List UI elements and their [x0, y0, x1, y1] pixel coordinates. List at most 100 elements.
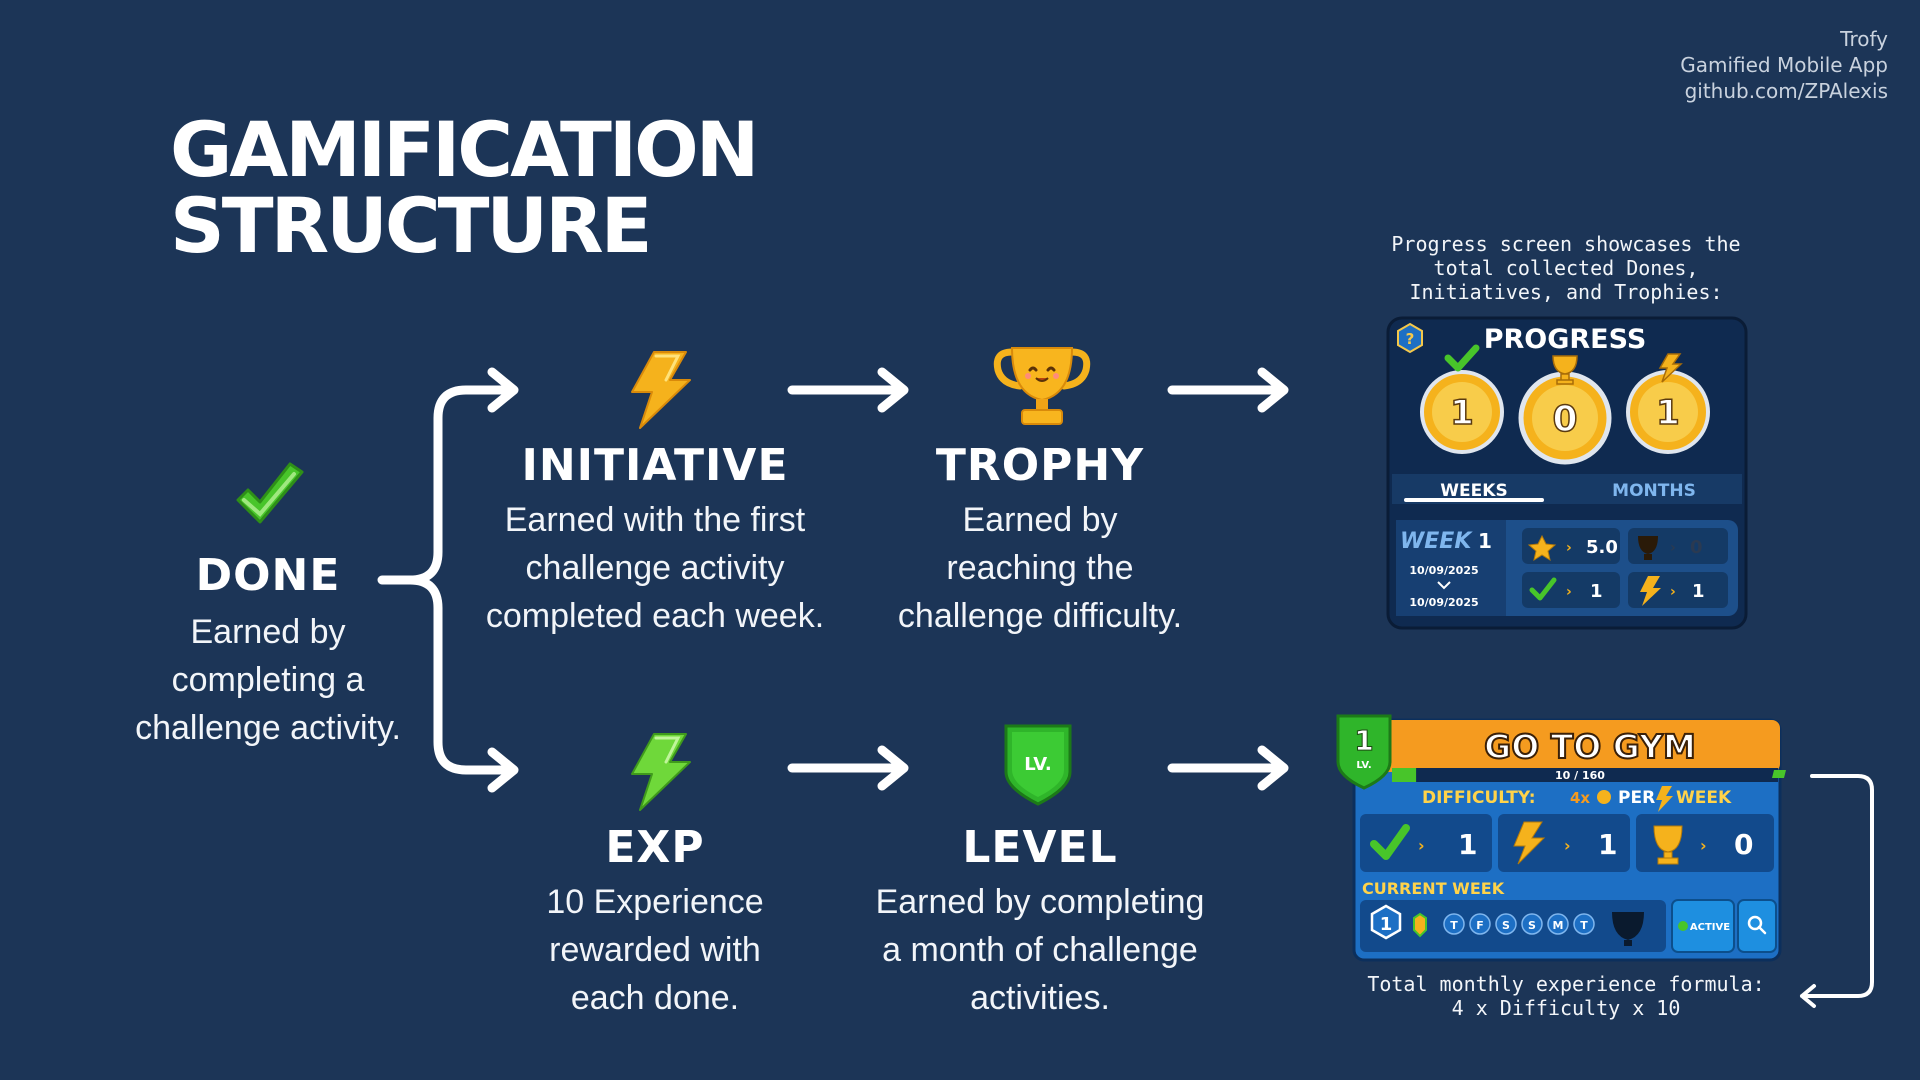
done-title: DONE	[195, 550, 341, 601]
difficulty-coin-icon	[1597, 790, 1611, 804]
arrow-initiative-trophy	[787, 367, 909, 413]
per-week-label: WEEK	[1676, 788, 1732, 808]
challenge-title: GO TO GYM	[1484, 727, 1696, 766]
search-button[interactable]	[1737, 899, 1777, 953]
arrow-trophy-progress	[1167, 367, 1289, 413]
svg-text:0: 0	[1552, 399, 1577, 440]
stat-trophy-value: 0	[1690, 537, 1703, 558]
stat-stars-value: 5.0	[1586, 537, 1618, 558]
progress-card: ? PROGRESS 1 0 1 WEEKS MONTHS WEEK 1 10/…	[1386, 316, 1748, 630]
page-title: GAMIFICATION STRUCTURE	[170, 112, 759, 270]
stat-done-value: 1	[1590, 581, 1603, 602]
week-label: WEEK	[1400, 529, 1473, 554]
svg-text:?: ?	[1406, 330, 1415, 348]
active-button[interactable]	[1671, 899, 1735, 953]
week-date-from: 10/09/2025	[1409, 564, 1478, 577]
challenge-progress-fill	[1392, 768, 1417, 782]
week-day-dot: F	[1476, 919, 1484, 932]
tab-weeks[interactable]: WEEKS	[1440, 481, 1507, 501]
svg-text:›: ›	[1566, 584, 1572, 600]
branch-bracket-lower	[405, 575, 517, 775]
credit-block: Trofy Gamified Mobile App github.com/ZPA…	[1680, 26, 1888, 104]
week-day-dot: T	[1450, 919, 1458, 932]
svg-text:›: ›	[1670, 584, 1676, 600]
search-icon	[1747, 915, 1763, 931]
tab-months[interactable]: MONTHS	[1612, 481, 1696, 501]
per-label: PER	[1618, 788, 1655, 808]
per-week-bolt-icon	[1656, 786, 1673, 812]
stat-check-icon	[1529, 577, 1557, 601]
arrowhead-initiative	[487, 367, 519, 413]
progress-card-title: PROGRESS	[1484, 324, 1647, 355]
lightning-bolt-icon	[631, 351, 691, 429]
active-dot-icon	[1678, 921, 1688, 931]
credit-app-name: Trofy	[1840, 27, 1888, 51]
progress-note: Progress screen showcases the total coll…	[1391, 232, 1741, 304]
done-count-medal: 1	[1420, 344, 1504, 454]
date-range-chevron-icon	[1437, 581, 1451, 590]
challenge-level-number: 1	[1354, 724, 1373, 757]
challenge-level-shield-icon	[1336, 714, 1392, 790]
count-done-value: 1	[1458, 828, 1477, 861]
svg-text:›: ›	[1564, 836, 1571, 855]
medal-bolt-icon	[1658, 353, 1683, 383]
week-date-to: 10/09/2025	[1409, 596, 1478, 609]
checkmark-icon	[236, 462, 304, 524]
trophy-description: Earned by reaching the challenge difficu…	[897, 501, 1183, 635]
level-description: Earned by completing a month of challeng…	[875, 883, 1205, 1017]
stat-initiative-value: 1	[1692, 581, 1705, 602]
count-trophy-value: 0	[1734, 828, 1753, 861]
challenge-card[interactable]: GO TO GYM 10 / 160 1 LV. DIFFICULTY: 4x …	[1334, 712, 1788, 966]
stat-trophy-silhouette-icon	[1638, 536, 1658, 560]
count-done-check-icon	[1370, 824, 1410, 860]
formula-loop-arrow	[1800, 774, 1874, 1008]
weekly-trophy-silhouette-icon	[1612, 912, 1644, 946]
trophy-count-medal: 0	[1518, 355, 1612, 465]
svg-text:›: ›	[1418, 836, 1425, 855]
trophy-title: TROPHY	[935, 440, 1145, 491]
count-initiative-value: 1	[1598, 828, 1617, 861]
count-trophy-icon	[1653, 825, 1683, 865]
medal-check-icon	[1444, 344, 1480, 372]
week-day-dot: T	[1580, 919, 1588, 932]
level-badge-text: LV.	[1024, 754, 1051, 775]
svg-text:1: 1	[1450, 393, 1474, 433]
credit-link[interactable]: github.com/ZPAlexis	[1684, 79, 1888, 103]
exp-title: EXP	[605, 822, 705, 873]
formula-note: Total monthly experience formula: 4 x Di…	[1367, 972, 1765, 1020]
count-initiative-bolt-icon	[1513, 821, 1546, 865]
initiative-title: INITIATIVE	[521, 440, 789, 491]
svg-text:›: ›	[1700, 836, 1707, 855]
credit-subtitle: Gamified Mobile App	[1680, 53, 1888, 77]
current-week-hex-icon	[1370, 904, 1402, 940]
svg-text:›: ›	[1566, 540, 1572, 556]
initiative-description: Earned with the first challenge activity…	[485, 501, 825, 635]
week-day-dot: S	[1528, 919, 1536, 932]
current-week-medal-icon	[1413, 912, 1427, 938]
active-label: ACTIVE	[1690, 922, 1730, 933]
arrow-exp-level	[787, 745, 909, 791]
arrow-level-gym	[1167, 745, 1289, 791]
title-line-2: STRUCTURE	[170, 181, 653, 270]
level-title: LEVEL	[962, 822, 1118, 873]
arrowhead-exp	[487, 747, 519, 793]
exp-lightning-icon	[631, 733, 691, 811]
help-icon[interactable]	[1397, 322, 1423, 354]
stat-bolt-icon	[1640, 576, 1661, 606]
challenge-level-label: LV.	[1356, 760, 1371, 771]
done-description: Earned by completing a challenge activit…	[135, 613, 401, 747]
tab-weeks-underline	[1404, 498, 1544, 502]
trophy-icon	[993, 347, 1091, 425]
difficulty-label: DIFFICULTY:	[1422, 788, 1536, 808]
week-day-dots: T F S S M T	[1443, 913, 1595, 935]
current-week-label: CURRENT WEEK	[1362, 879, 1505, 898]
level-shield-icon: LV.	[1004, 724, 1072, 806]
progress-end-gem-icon	[1772, 770, 1786, 778]
medal-trophy-icon	[1552, 355, 1578, 385]
week-day-dot: S	[1502, 919, 1510, 932]
initiative-count-medal: 1	[1626, 353, 1710, 454]
current-week-number: 1	[1380, 914, 1393, 935]
exp-description: 10 Experience rewarded with each done.	[546, 883, 764, 1017]
star-icon	[1527, 534, 1557, 562]
